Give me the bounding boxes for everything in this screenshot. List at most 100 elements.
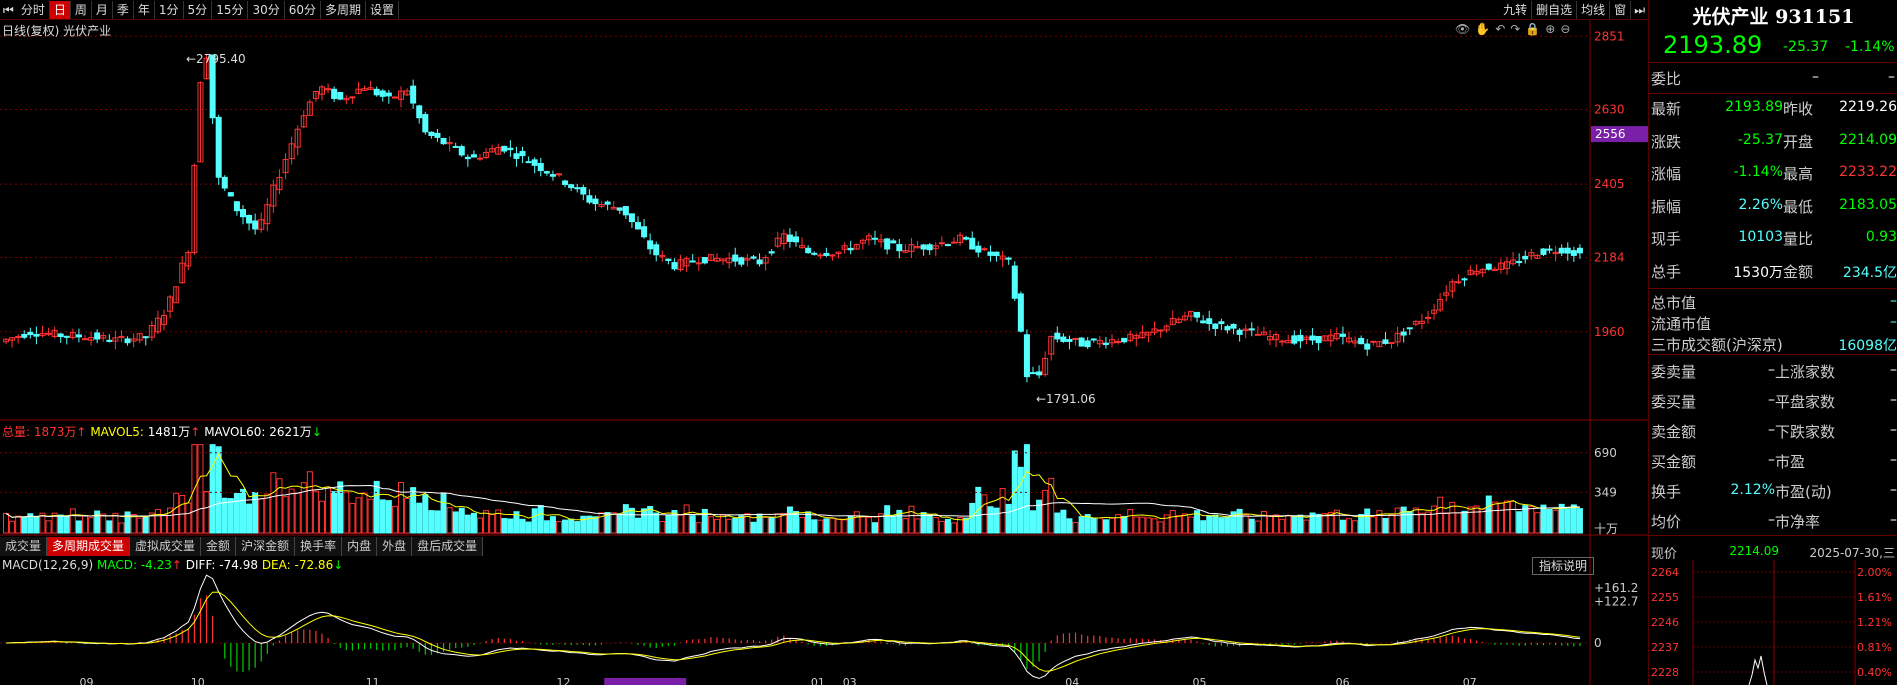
candle-body (1254, 333, 1261, 336)
candle-body (367, 87, 374, 90)
volume-bar (94, 510, 101, 534)
volume-bar (525, 521, 532, 534)
indicator-tab-5[interactable]: 换手率 (295, 537, 343, 556)
candle-body (416, 105, 423, 119)
volume-bar (57, 514, 64, 534)
volume-bar (319, 500, 325, 534)
redo-icon[interactable]: ↷ (1510, 22, 1521, 36)
volume-bar (707, 516, 714, 534)
candle-body (1449, 281, 1456, 292)
price-tick-label: 2851 (1594, 29, 1625, 43)
candle-body (1431, 309, 1438, 314)
toolbar-right-button-0[interactable]: 九转 (1499, 1, 1533, 19)
volume-bar (1321, 513, 1328, 534)
period-4[interactable]: 季 (113, 0, 134, 19)
volume-bar (112, 512, 119, 534)
volume-bar (507, 518, 514, 534)
indicator-help-button[interactable]: 指标说明 (1532, 557, 1595, 575)
candle-body (549, 174, 556, 177)
volume-bar (82, 515, 88, 534)
order-label-2: 卖金额 (1651, 423, 1697, 441)
indicator-tab-0[interactable]: 成交量 (0, 537, 48, 556)
candle-body (811, 252, 818, 255)
mini-chart[interactable]: 2264 2.00% 2255 1.61% 2246 1.21% 2237 0.81% 2228… (1649, 560, 1897, 685)
period-3[interactable]: 月 (92, 0, 113, 19)
candle-body (963, 237, 970, 240)
volume-bar (1060, 509, 1067, 534)
period-12[interactable]: 设置 (366, 0, 400, 19)
candle-body (586, 195, 593, 203)
volume-bar (1121, 515, 1128, 534)
volume-bar (999, 487, 1006, 534)
eye-icon[interactable]: 👁 (1455, 22, 1471, 36)
indicator-tab-8[interactable]: 盘后成交量 (412, 537, 484, 556)
period-8[interactable]: 15分 (212, 0, 249, 19)
zoom-in-icon[interactable]: ⊕ (1545, 22, 1556, 36)
vol-total-value: 1873万 (33, 425, 77, 439)
volume-bar (45, 520, 52, 534)
candle-body (94, 332, 101, 340)
x-month-label: 03 (843, 676, 857, 685)
indicator-tab-2[interactable]: 虚拟成交量 (130, 537, 202, 556)
order-value2-1: – (1890, 392, 1897, 408)
first-page-icon[interactable]: ⏮ (3, 2, 14, 17)
indicator-tab-3[interactable]: 金额 (201, 537, 237, 556)
volume-bar (616, 513, 623, 534)
indicator-tab-1[interactable]: 多周期成交量 (47, 537, 131, 556)
zoom-out-icon[interactable]: ⊖ (1560, 22, 1571, 36)
period-11[interactable]: 多周期 (321, 0, 367, 19)
indicator-tab-6[interactable]: 内盘 (342, 537, 378, 556)
candle-body (981, 248, 988, 251)
order-value-2: – (1768, 422, 1775, 438)
period-2[interactable]: 周 (71, 0, 92, 19)
volume-bar (987, 506, 994, 534)
volume-bar (1115, 514, 1122, 534)
last-page-icon[interactable]: ⏭ (1634, 3, 1645, 17)
period-1[interactable]: 日 (49, 0, 71, 19)
row-label2-3: 最低 (1783, 197, 1814, 216)
toolbar-right-button-2[interactable]: 均线 (1577, 1, 1611, 19)
hand-icon[interactable]: ✋ (1475, 22, 1491, 36)
volume-bar (252, 492, 259, 534)
candle-body (944, 244, 951, 247)
candle-body (531, 159, 538, 166)
volume-bar (1218, 517, 1225, 534)
candle-body (1260, 331, 1267, 336)
candle-body (847, 247, 854, 251)
candle-body (1406, 327, 1413, 330)
candle-body (1011, 265, 1018, 299)
candle-body (446, 142, 453, 145)
undo-icon[interactable]: ↶ (1495, 22, 1506, 36)
period-0[interactable]: 分时 (17, 0, 50, 19)
volume-bar (1175, 515, 1182, 534)
period-5[interactable]: 年 (134, 0, 155, 19)
indicator-tab-7[interactable]: 外盘 (377, 537, 413, 556)
chart-canvas[interactable]: 2851 2630 2405 2184 1960 2556 ←2795.40 ←1791.06… (0, 0, 1648, 685)
period-9[interactable]: 30分 (248, 0, 285, 19)
volume-bar (1339, 519, 1346, 534)
period-10[interactable]: 60分 (285, 0, 322, 19)
volume-bar (944, 518, 951, 534)
volume-bar (835, 518, 842, 534)
x-month-label: 09 (80, 676, 94, 685)
candle-body (1339, 333, 1346, 337)
volume-bar (635, 517, 641, 534)
current-price-tag-label: 2556 (1595, 127, 1626, 141)
toolbar-right-button-1[interactable]: 删自选 (1532, 1, 1578, 19)
indicator-tab-4[interactable]: 沪深金额 (236, 537, 296, 556)
lock-icon[interactable]: 🔒 (1525, 22, 1541, 36)
volume-bar (191, 444, 198, 534)
volume-bar (1510, 500, 1517, 534)
candle-body (689, 260, 696, 263)
volume-bar (537, 505, 544, 534)
row-label2-4: 量比 (1783, 230, 1814, 248)
period-6[interactable]: 1分 (155, 0, 184, 19)
volume-bar (677, 513, 684, 534)
candle-body (1540, 248, 1547, 255)
candle-body (288, 143, 295, 160)
candle-body (203, 57, 210, 80)
toolbar-right-button-3[interactable]: 窗 (1610, 1, 1632, 19)
candle-body (82, 338, 88, 341)
period-7[interactable]: 5分 (184, 0, 213, 19)
volume-bar (167, 507, 174, 534)
